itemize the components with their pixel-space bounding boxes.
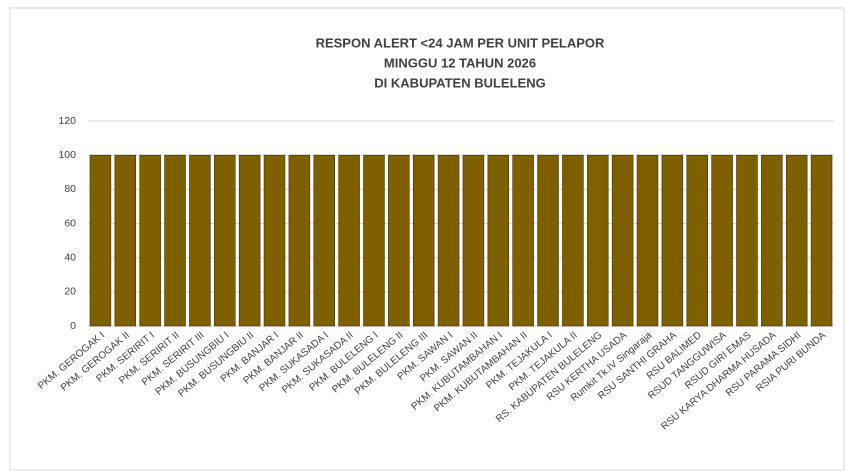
- bar: [785, 154, 808, 327]
- bar: [437, 154, 460, 327]
- bar: [338, 154, 360, 327]
- y-tick-label: 40: [64, 251, 76, 263]
- bar: [412, 154, 435, 327]
- bar: [363, 154, 385, 327]
- y-tick-label: 20: [64, 286, 76, 298]
- bar: [462, 154, 485, 327]
- bar: [139, 154, 161, 327]
- bar: [487, 154, 510, 327]
- bar: [761, 154, 783, 327]
- y-tick-label: 0: [70, 320, 76, 332]
- bar: [263, 154, 286, 327]
- y-tick-label: 120: [58, 115, 76, 127]
- y-tick-label: 100: [58, 149, 76, 161]
- bar: [736, 154, 758, 327]
- bar: [238, 154, 261, 327]
- bar: [114, 154, 137, 327]
- bar: [537, 154, 559, 327]
- bar: [388, 154, 410, 327]
- bar: [288, 154, 311, 327]
- bar: [611, 154, 634, 327]
- chart-title: MINGGU 12 TAHUN 2026: [384, 55, 536, 70]
- chart-title: DI KABUPATEN BULELENG: [374, 75, 545, 90]
- bar: [686, 154, 708, 327]
- bar: [587, 154, 609, 327]
- bar: [164, 154, 186, 327]
- bar: [810, 154, 833, 327]
- bar: [636, 154, 659, 327]
- bar: [313, 154, 335, 327]
- y-tick-label: 60: [64, 217, 76, 229]
- chart-title: RESPON ALERT <24 JAM PER UNIT PELAPOR: [316, 35, 605, 50]
- bar: [562, 154, 584, 327]
- bar: [661, 154, 684, 327]
- bar: [89, 154, 112, 327]
- y-tick-label: 80: [64, 183, 76, 195]
- bar: [711, 154, 733, 327]
- bar: [214, 154, 236, 327]
- bar: [512, 154, 534, 327]
- bar: [189, 154, 211, 327]
